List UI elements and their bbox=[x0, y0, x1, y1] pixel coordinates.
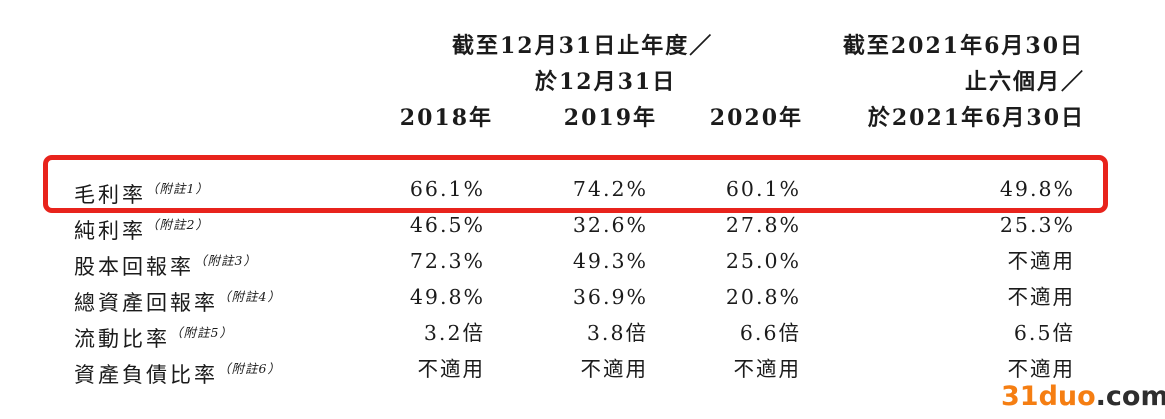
cell-2020: 27.8% bbox=[725, 213, 801, 237]
header-column-2019: 2019年 bbox=[563, 105, 657, 131]
table-row-net-profit-margin: 純利率（附註2） 46.5% 32.6% 27.8% 25.3% bbox=[0, 207, 1165, 243]
cell-2021h1: 不適用 bbox=[1007, 357, 1075, 381]
cell-2020: 20.8% bbox=[725, 285, 801, 309]
cell-2018: 46.5% bbox=[409, 213, 485, 237]
cell-2021h1: 49.8% bbox=[999, 177, 1075, 201]
header-column-2021h1: 於2021年6月30日 bbox=[867, 105, 1085, 131]
row-note-superscript: （附註2） bbox=[146, 217, 209, 232]
table-row-current-ratio: 流動比率（附註5） 3.2倍 3.8倍 6.6倍 6.5倍 bbox=[0, 315, 1165, 351]
cell-2021h1: 6.5倍 bbox=[1013, 321, 1075, 345]
cell-2019: 3.8倍 bbox=[586, 321, 648, 345]
row-note-superscript: （附註1） bbox=[146, 181, 209, 196]
cell-2021h1: 25.3% bbox=[999, 213, 1075, 237]
row-label-text: 總資產回報率 bbox=[74, 291, 218, 315]
cell-2019: 36.9% bbox=[572, 285, 648, 309]
cell-2020: 6.6倍 bbox=[739, 321, 801, 345]
cell-2020: 60.1% bbox=[725, 177, 801, 201]
cell-2019: 49.3% bbox=[572, 249, 648, 273]
row-label-text: 流動比率 bbox=[74, 327, 170, 351]
ratio-table-body: 毛利率（附註1） 66.1% 74.2% 60.1% 49.8% 純利率（附註2… bbox=[0, 171, 1165, 387]
row-label-text: 純利率 bbox=[74, 219, 146, 243]
cell-2018: 3.2倍 bbox=[423, 321, 485, 345]
row-label: 毛利率（附註1） bbox=[74, 171, 209, 213]
row-note-superscript: （附註5） bbox=[170, 325, 233, 340]
header-interim-period-line2: 止六個月／ bbox=[964, 69, 1085, 95]
header-interim-period-line1: 截至2021年6月30日 bbox=[842, 33, 1084, 59]
table-row-return-on-equity: 股本回報率（附註3） 72.3% 49.3% 25.0% 不適用 bbox=[0, 243, 1165, 279]
cell-2020: 不適用 bbox=[733, 357, 801, 381]
cell-2019: 不適用 bbox=[580, 357, 648, 381]
header-column-2020: 2020年 bbox=[709, 105, 803, 131]
row-label-text: 資產負債比率 bbox=[74, 363, 218, 387]
header-column-2018: 2018年 bbox=[399, 105, 493, 131]
table-row-gross-profit-margin: 毛利率（附註1） 66.1% 74.2% 60.1% 49.8% bbox=[0, 171, 1165, 207]
row-label: 流動比率（附註5） bbox=[74, 315, 233, 357]
row-label: 總資產回報率（附註4） bbox=[74, 279, 281, 321]
row-label: 純利率（附註2） bbox=[74, 207, 209, 249]
row-label-text: 毛利率 bbox=[74, 183, 146, 207]
cell-2021h1: 不適用 bbox=[1007, 285, 1075, 309]
header-annual-period-line1: 截至12月31日止年度／ bbox=[452, 33, 714, 59]
table-row-return-on-total-assets: 總資產回報率（附註4） 49.8% 36.9% 20.8% 不適用 bbox=[0, 279, 1165, 315]
cell-2018: 72.3% bbox=[409, 249, 485, 273]
watermark-suffix: .com bbox=[1095, 381, 1165, 412]
cell-2018: 不適用 bbox=[417, 357, 485, 381]
cell-2019: 32.6% bbox=[572, 213, 648, 237]
watermark: 31duo.com bbox=[1001, 383, 1165, 410]
cell-2020: 25.0% bbox=[725, 249, 801, 273]
cell-2018: 66.1% bbox=[409, 177, 485, 201]
header-annual-period-line2: 於12月31日 bbox=[535, 69, 677, 95]
row-note-superscript: （附註4） bbox=[218, 289, 281, 304]
row-label: 股本回報率（附註3） bbox=[74, 243, 257, 285]
cell-2018: 49.8% bbox=[409, 285, 485, 309]
row-label: 資產負債比率（附註6） bbox=[74, 351, 281, 393]
watermark-brand: 31duo bbox=[1001, 381, 1096, 412]
row-note-superscript: （附註6） bbox=[218, 361, 281, 376]
row-note-superscript: （附註3） bbox=[194, 253, 257, 268]
row-label-text: 股本回報率 bbox=[74, 255, 194, 279]
cell-2021h1: 不適用 bbox=[1007, 249, 1075, 273]
table-row-gearing-ratio: 資產負債比率（附註6） 不適用 不適用 不適用 不適用 bbox=[0, 351, 1165, 387]
cell-2019: 74.2% bbox=[572, 177, 648, 201]
